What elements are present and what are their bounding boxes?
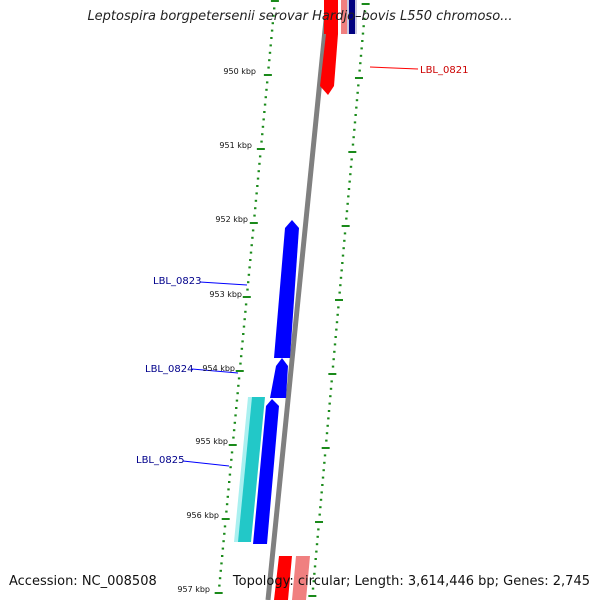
map-title: Leptospira borgpetersenii serovar Hardjo… bbox=[87, 9, 513, 24]
gene-lbl-0825-arrow[interactable] bbox=[253, 399, 279, 544]
genome-backbone bbox=[265, 0, 331, 600]
feature-labels: LBL_0821 LBL_0823 LBL_0824 LBL_0825 bbox=[136, 65, 468, 467]
kbp-label: 953 kbp bbox=[209, 290, 242, 299]
gene-lbl-0823-arrow[interactable] bbox=[274, 220, 299, 358]
kbp-label: 950 kbp bbox=[223, 67, 256, 76]
kbp-label: 951 kbp bbox=[219, 141, 252, 150]
rna-feature-highlight bbox=[234, 397, 252, 542]
kbp-label: 956 kbp bbox=[186, 511, 219, 520]
lbl-0821-leader bbox=[369, 66, 419, 70]
rna-feature[interactable] bbox=[235, 397, 265, 542]
gene-label-lbl-0825[interactable]: LBL_0825 bbox=[136, 455, 184, 466]
gene-label-lbl-0821[interactable]: LBL_0821 bbox=[420, 65, 468, 76]
accession-text: Accession: NC_008508 bbox=[9, 574, 157, 589]
kbp-label: 955 kbp bbox=[195, 437, 228, 446]
feature-navy-top-core bbox=[349, 0, 355, 34]
lbl-0823-leader bbox=[199, 281, 248, 286]
reverse-strand-track bbox=[274, 0, 357, 600]
gene-label-lbl-0823[interactable]: LBL_0823 bbox=[153, 276, 201, 287]
gene-lbl-0827-feature bbox=[292, 556, 310, 600]
gene-lbl-0826-arrow[interactable] bbox=[274, 556, 292, 600]
kbp-label: 952 kbp bbox=[215, 215, 248, 224]
lbl-0824-leader bbox=[191, 368, 239, 374]
topology-summary: Topology: circular; Length: 3,614,446 bp… bbox=[232, 574, 590, 589]
gene-lbl-0821-arrow[interactable] bbox=[320, 34, 338, 95]
forward-strand-track bbox=[234, 220, 299, 544]
gene-label-lbl-0824[interactable]: LBL_0824 bbox=[145, 364, 193, 375]
lbl-0825-leader bbox=[182, 460, 230, 467]
inner-tick-track bbox=[214, 0, 279, 594]
gene-lbl-0820-feature[interactable] bbox=[324, 0, 338, 34]
kbp-label: 957 kbp bbox=[177, 585, 210, 594]
kbp-axis-labels: 950 kbp 951 kbp 952 kbp 953 kbp 954 kbp … bbox=[177, 67, 256, 594]
feature-pink-top bbox=[341, 0, 347, 34]
gene-lbl-0824-arrow[interactable] bbox=[270, 358, 288, 398]
outer-tick-track bbox=[308, 3, 370, 597]
kbp-label: 954 kbp bbox=[202, 364, 235, 373]
